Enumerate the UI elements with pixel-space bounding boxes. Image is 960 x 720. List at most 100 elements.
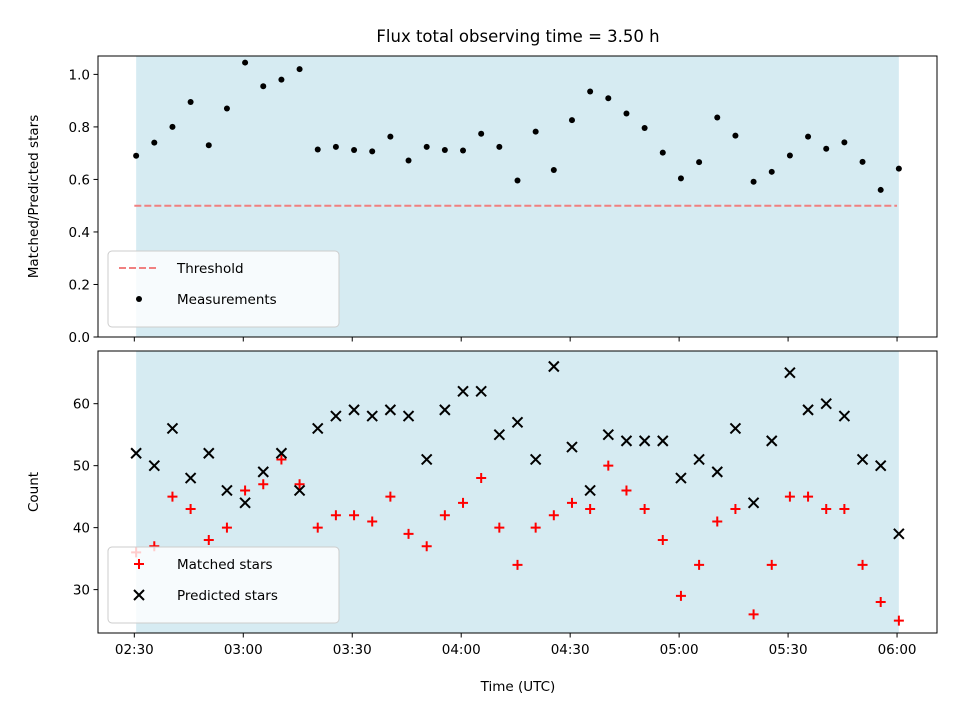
predicted-star-point <box>711 466 723 478</box>
x-tick-label: 03:00 <box>224 642 263 658</box>
predicted-star-point <box>239 497 251 509</box>
matched-star-point <box>421 541 432 552</box>
matched-star-point <box>240 485 251 496</box>
matched-star-point <box>367 516 378 527</box>
predicted-star-point <box>874 459 887 472</box>
measurement-point <box>441 147 448 154</box>
predicted-star-point <box>275 447 288 459</box>
matched-star-point <box>530 522 541 533</box>
count-y-axis-label: Count <box>26 472 42 512</box>
legend-measurements-swatch <box>136 296 142 302</box>
measurement-point <box>841 139 848 146</box>
predicted-star-point <box>166 422 179 435</box>
matched-star-point <box>875 597 886 608</box>
predicted-star-point <box>457 385 469 397</box>
predicted-star-point <box>384 404 397 416</box>
ratio-x-axis-ticks <box>133 337 898 342</box>
measurement-point <box>278 76 285 83</box>
ratio-y-axis-ticks: 0.0 0.2 0.4 0.6 0.8 1.0 <box>69 67 98 346</box>
ratio-legend: Threshold Measurements <box>107 250 340 328</box>
matched-star-point <box>258 479 269 490</box>
predicted-star-point <box>747 497 760 509</box>
matched-star-point <box>857 559 868 570</box>
predicted-star-point <box>130 447 142 459</box>
measurement-point <box>387 133 394 140</box>
matched-star-point <box>167 491 178 502</box>
measurement-point <box>641 124 648 131</box>
measurement-point <box>151 139 158 146</box>
y-tick-label: 0.0 <box>69 330 90 346</box>
predicted-star-point <box>620 435 633 447</box>
matched-star-point <box>784 491 795 502</box>
legend-matched-swatch <box>134 559 144 569</box>
measurement-point <box>714 114 721 121</box>
ratio-y-axis-label: Matched/Predicted stars <box>26 115 42 278</box>
x-tick-label: 04:00 <box>442 642 481 658</box>
measurement-point <box>478 130 485 137</box>
count-y-axis-ticks: 30 40 50 60 <box>73 397 98 599</box>
matched-star-point <box>494 522 505 533</box>
matched-star-point <box>203 535 214 546</box>
matched-star-point <box>403 528 414 539</box>
matched-star-point <box>675 590 686 601</box>
measurement-point <box>732 132 739 139</box>
y-tick-label: 60 <box>73 397 90 413</box>
measurement-point <box>859 158 866 165</box>
measurement-point <box>877 186 884 193</box>
legend-box <box>107 546 340 624</box>
predicted-star-point <box>784 366 796 379</box>
predicted-star-point <box>402 410 415 422</box>
measurement-point <box>786 152 793 159</box>
legend-label: Predicted stars <box>177 588 278 604</box>
predicted-star-point <box>766 435 778 447</box>
predicted-star-point <box>838 410 851 422</box>
x-tick-label: 06:00 <box>878 642 917 658</box>
predicted-star-point <box>602 428 615 441</box>
measurement-point <box>750 178 757 185</box>
matched-star-point <box>185 504 196 515</box>
predicted-star-point <box>584 484 596 497</box>
predicted-star-point <box>548 360 560 373</box>
measurement-point <box>296 66 303 73</box>
measurement-point <box>423 143 430 150</box>
predicted-star-point <box>820 397 832 410</box>
chart-title: Flux total observing time = 3.50 h <box>376 27 659 46</box>
legend-label: Threshold <box>176 261 244 277</box>
matched-star-point <box>657 535 668 546</box>
measurement-point <box>532 128 539 135</box>
measurement-point <box>696 159 703 166</box>
matched-star-point <box>766 559 777 570</box>
measurement-point <box>805 133 812 140</box>
matched-star-point <box>893 615 904 626</box>
ratio-panel-frame <box>97 55 938 338</box>
predicted-star-point <box>566 441 578 453</box>
matched-star-point <box>694 559 705 570</box>
predicted-star-point <box>439 404 451 416</box>
measurement-point <box>659 149 666 156</box>
matched-star-point <box>276 454 287 465</box>
x-axis-label: Time (UTC) <box>480 679 556 695</box>
measurement-point <box>605 95 612 102</box>
measurement-point <box>405 157 412 164</box>
matched-star-point <box>548 510 559 521</box>
predicted-star-point <box>366 410 378 422</box>
legend-label: Matched stars <box>177 557 273 573</box>
measurement-point <box>768 168 775 175</box>
matched-star-point <box>730 504 741 515</box>
matched-star-point <box>349 510 360 521</box>
predicted-star-point <box>802 404 814 416</box>
predicted-star-point <box>693 453 705 466</box>
measurement-point <box>623 110 630 117</box>
measurements-points <box>133 59 902 193</box>
predicted-star-point <box>293 484 306 497</box>
predicted-star-point <box>257 466 269 478</box>
predicted-star-point <box>529 453 542 466</box>
predicted-star-point <box>493 428 506 441</box>
measurement-point <box>187 98 194 105</box>
predicted-star-point <box>348 404 360 416</box>
matched-star-point <box>839 504 850 515</box>
measurement-point <box>823 145 830 152</box>
measurement-point <box>242 59 249 66</box>
predicted-star-point <box>729 422 742 435</box>
